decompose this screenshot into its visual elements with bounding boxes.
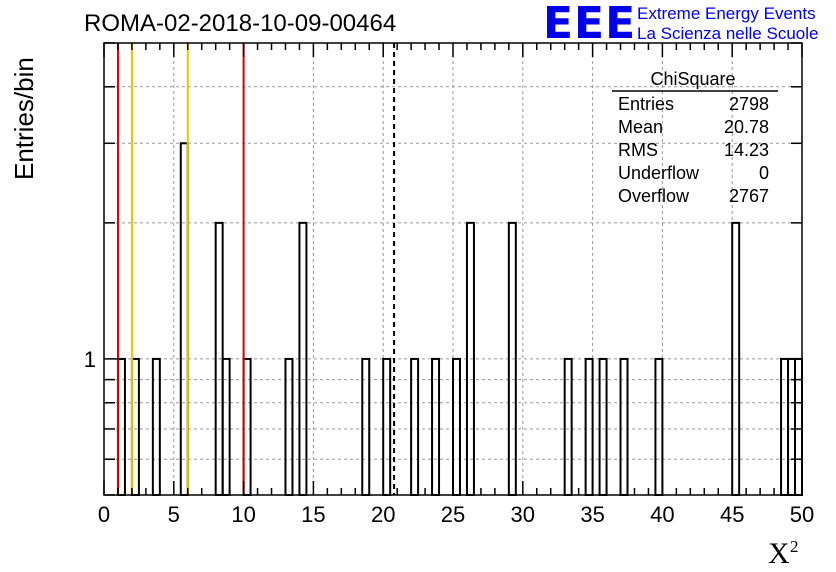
stats-row-label: Mean	[618, 117, 663, 137]
x-tick-label: 40	[650, 502, 674, 527]
x-tick-label: 45	[720, 502, 744, 527]
x-axis-label: Χ 2	[768, 537, 799, 570]
x-tick-label: 30	[511, 502, 535, 527]
logo-line-2: La Scienza nelle Scuole	[637, 24, 819, 43]
stats-row-value: 14.23	[724, 140, 769, 160]
y-tick-label: 1	[84, 347, 96, 372]
histogram-bin	[179, 142, 189, 496]
x-tick-label: 5	[168, 502, 180, 527]
stats-row-label: Underflow	[618, 163, 700, 183]
stats-box-title: ChiSquare	[650, 69, 735, 89]
eee-logo: EEE	[543, 0, 637, 49]
x-tick-label: 0	[98, 502, 110, 527]
stats-box: ChiSquare Entries 2798 Mean 20.78 RMS 14.23 Un…	[612, 69, 778, 206]
histogram	[116, 142, 804, 496]
stats-row-value: 2798	[729, 94, 769, 114]
stats-row-label: Overflow	[618, 186, 690, 206]
x-tick-label: 50	[790, 502, 814, 527]
x-tick-label: 10	[231, 502, 255, 527]
stats-row-value: 2767	[729, 186, 769, 206]
y-axis-label: Entries/bin	[9, 57, 39, 180]
x-tick-label: 20	[371, 502, 395, 527]
logo-line-1: Extreme Energy Events	[637, 4, 816, 23]
y-tick-labels: 1	[84, 347, 96, 372]
stats-row-label: Entries	[618, 94, 674, 114]
stats-row-label: RMS	[618, 140, 658, 160]
axis-ticks	[103, 42, 803, 496]
x-tick-label: 15	[301, 502, 325, 527]
x-tick-label: 25	[441, 502, 465, 527]
stats-row-value: 0	[759, 163, 769, 183]
run-title: ROMA-02-2018-10-09-00464	[84, 10, 397, 37]
x-axis-label-superscript: 2	[790, 537, 799, 556]
x-tick-labels: 0 5 10 15 20 25 30 35 40 45 50	[98, 502, 814, 527]
reference-lines	[116, 43, 396, 495]
stats-row-value: 20.78	[724, 117, 769, 137]
x-axis-label-symbol: Χ	[768, 537, 790, 570]
x-tick-label: 35	[580, 502, 604, 527]
